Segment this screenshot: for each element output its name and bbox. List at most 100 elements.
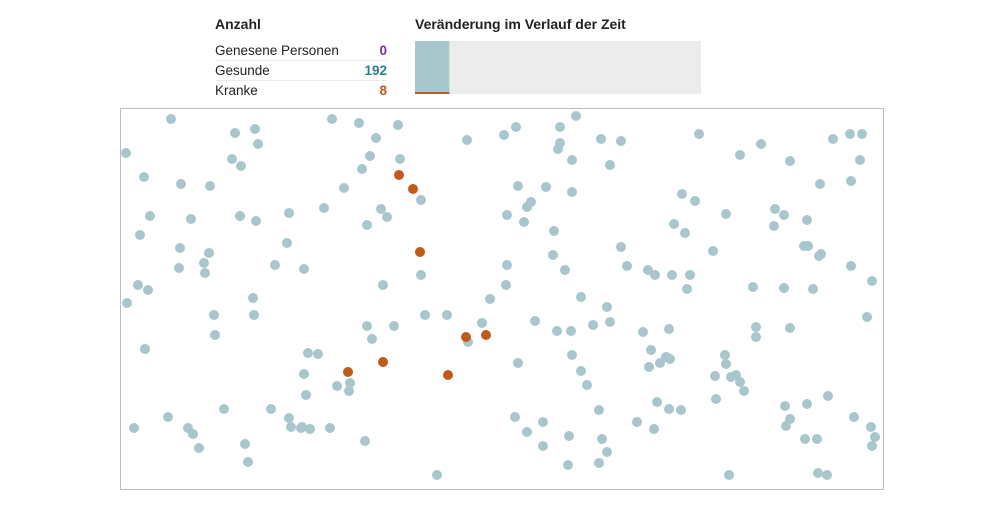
healthy-dot [846,261,856,271]
healthy-dot [632,417,642,427]
healthy-dot [785,323,795,333]
timeline-title: Veränderung im Verlauf der Zeit [415,16,626,32]
healthy-dot [485,294,495,304]
counts-title: Anzahl [215,16,261,32]
sick-dot [378,357,388,367]
healthy-dot [785,156,795,166]
healthy-dot [200,268,210,278]
healthy-dot [186,214,196,224]
healthy-dot [751,322,761,332]
healthy-dot [724,470,734,480]
healthy-dot [602,302,612,312]
healthy-dot [250,124,260,134]
healthy-dot [538,417,548,427]
healthy-dot [360,436,370,446]
healthy-dot [549,226,559,236]
healthy-dot [846,176,856,186]
healthy-dot [389,321,399,331]
healthy-dot [779,210,789,220]
healthy-dot [770,204,780,214]
sick-dot [343,367,353,377]
healthy-dot [803,241,813,251]
healthy-dot [501,280,511,290]
healthy-dot [362,321,372,331]
healthy-dot [282,238,292,248]
healthy-dot [227,154,237,164]
healthy-dot [163,412,173,422]
healthy-dot [139,172,149,182]
healthy-dot [236,161,246,171]
timeline-area-chart [415,41,701,94]
healthy-dot [345,378,355,388]
count-label-healthy: Gesunde [215,63,270,78]
healthy-dot [739,386,749,396]
sick-dot [415,247,425,257]
healthy-dot [822,470,832,480]
healthy-dot [823,391,833,401]
healthy-dot [816,249,826,259]
healthy-dot [251,216,261,226]
healthy-dot [367,334,377,344]
healthy-dot [176,179,186,189]
healthy-dot [870,432,880,442]
healthy-dot [299,369,309,379]
healthy-dot [721,209,731,219]
healthy-dot [748,282,758,292]
healthy-dot [616,242,626,252]
healthy-dot [563,460,573,470]
healthy-dot [605,317,615,327]
healthy-dot [649,424,659,434]
healthy-dot [582,380,592,390]
healthy-dot [644,362,654,372]
timeline-area-sick [415,91,450,94]
healthy-dot [594,458,604,468]
healthy-dot [560,265,570,275]
healthy-dot [230,128,240,138]
healthy-dot [555,122,565,132]
healthy-dot [301,390,311,400]
healthy-dot [638,327,648,337]
healthy-dot [365,151,375,161]
healthy-dot [548,250,558,260]
healthy-dot [166,114,176,124]
healthy-dot [284,413,294,423]
healthy-dot [248,293,258,303]
healthy-dot [553,144,563,154]
healthy-dot [566,326,576,336]
healthy-dot [477,318,487,328]
healthy-dot [510,412,520,422]
healthy-dot [462,135,472,145]
count-label-recovered: Genesene Personen [215,43,339,58]
healthy-dot [664,404,674,414]
healthy-dot [802,215,812,225]
healthy-dot [652,397,662,407]
healthy-dot [576,292,586,302]
healthy-dot [813,468,823,478]
healthy-dot [511,122,521,132]
sick-dot [461,332,471,342]
healthy-dot [576,366,586,376]
healthy-dot [362,220,372,230]
healthy-dot [121,148,131,158]
healthy-dot [685,270,695,280]
healthy-dot [378,280,388,290]
healthy-dot [502,210,512,220]
healthy-dot [828,134,838,144]
healthy-dot [357,164,367,174]
healthy-dot [857,129,867,139]
healthy-dot [720,350,730,360]
healthy-dot [866,422,876,432]
count-row-recovered: Genesene Personen 0 [215,41,387,60]
healthy-dot [305,424,315,434]
healthy-dot [240,439,250,449]
healthy-dot [325,423,335,433]
sick-dot [408,184,418,194]
healthy-dot [432,470,442,480]
count-value-sick: 8 [379,83,387,98]
healthy-dot [513,358,523,368]
healthy-dot [219,404,229,414]
healthy-dot [382,212,392,222]
healthy-dot [522,427,532,437]
healthy-dot [800,434,810,444]
healthy-dot [616,136,626,146]
